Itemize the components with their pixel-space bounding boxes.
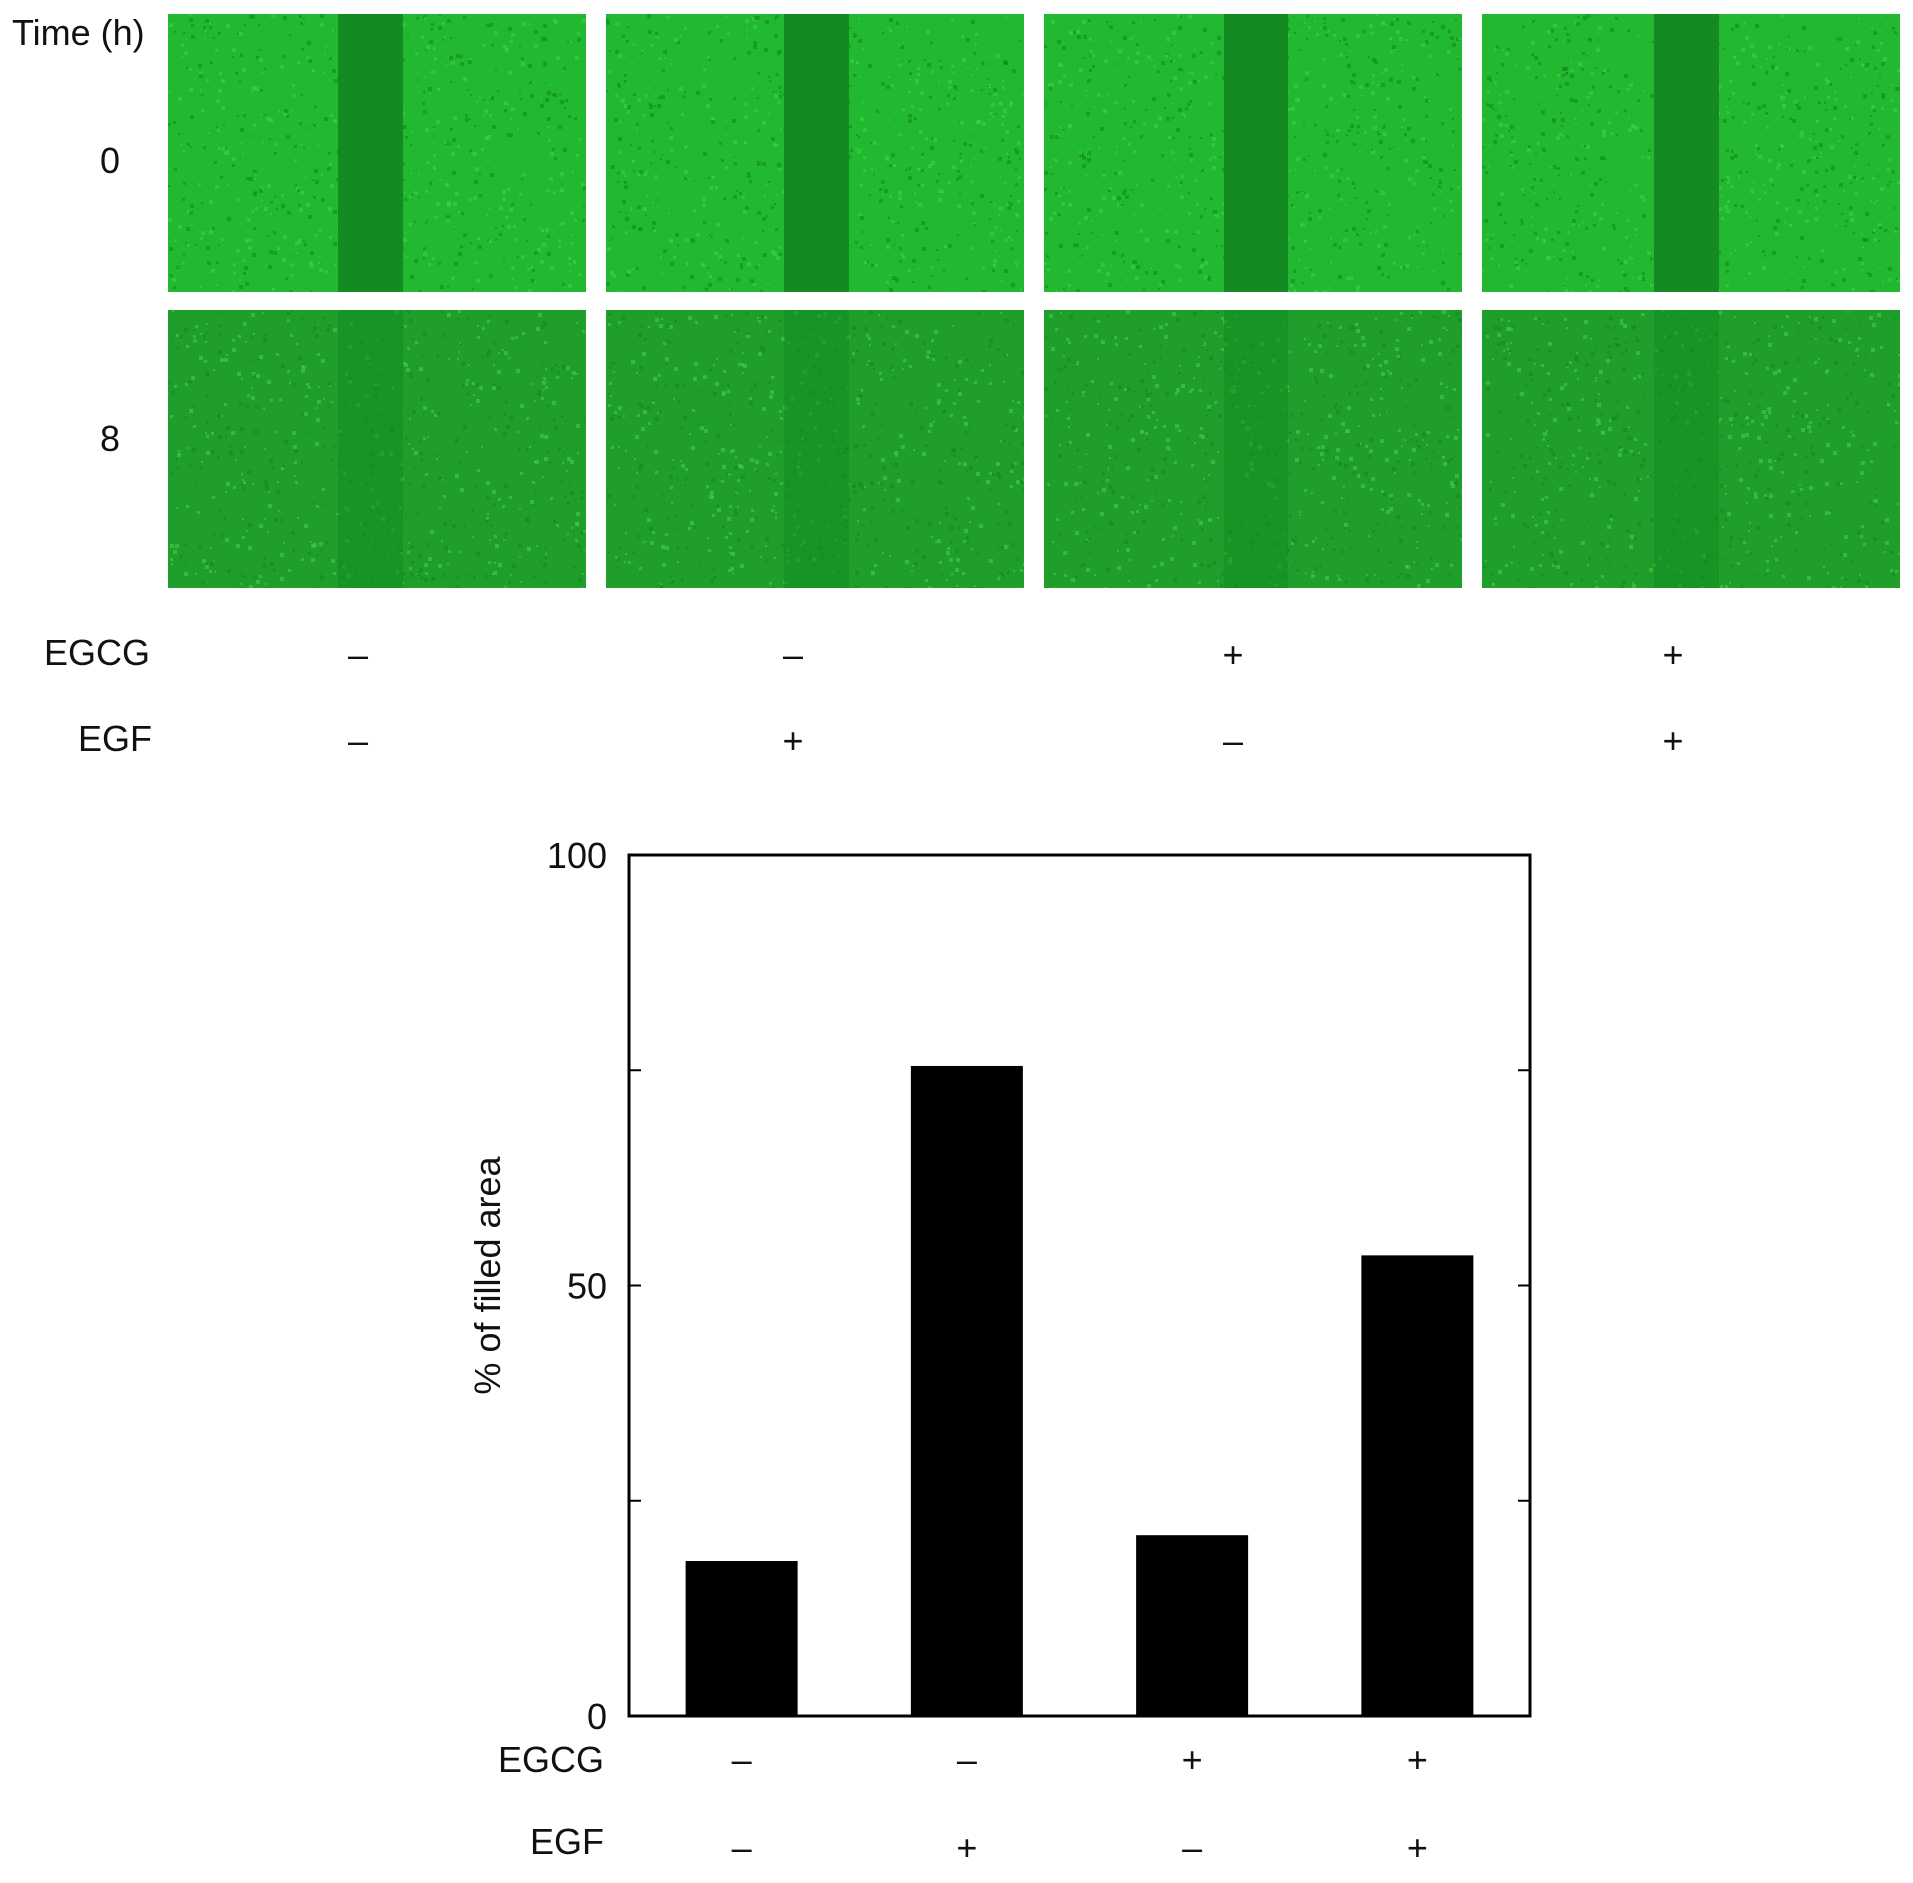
chart-egf-sign-3: – — [1182, 1827, 1202, 1868]
chart-egcg-sign-1: – — [732, 1739, 752, 1780]
chart-condition-label-egcg: EGCG — [498, 1739, 604, 1780]
condition-label-egcg: EGCG — [44, 632, 151, 673]
egf-sign-col-2: + — [782, 720, 804, 761]
chart-egcg-sign-4: + — [1407, 1739, 1428, 1780]
bar-2 — [910, 1065, 1023, 1716]
micrograph-t8-col-3 — [1044, 310, 1462, 588]
micrograph-t0-col-2 — [606, 14, 1024, 292]
egcg-sign-col-1: – — [347, 634, 369, 675]
chart-egcg-sign-3: + — [1182, 1739, 1203, 1780]
row-label-time-0: 0 — [100, 140, 121, 181]
chart-egf-sign-4: + — [1407, 1827, 1428, 1868]
bar-3 — [1136, 1535, 1249, 1716]
y-axis-label: % of filled area — [467, 1155, 508, 1394]
egcg-sign-col-4: + — [1662, 634, 1684, 675]
egf-sign-col-4: + — [1662, 720, 1684, 761]
chart-condition-label-egf: EGF — [530, 1821, 604, 1862]
condition-label-egf: EGF — [78, 718, 153, 759]
micrograph-t0-col-3 — [1044, 14, 1462, 292]
chart-egf-sign-2: + — [956, 1827, 977, 1868]
bar-4 — [1361, 1255, 1474, 1716]
micrograph-t8-col-4 — [1482, 310, 1900, 588]
row-label-time-8: 8 — [100, 418, 121, 459]
micrograph-t0-col-1 — [168, 14, 586, 292]
y-tick-label: 100 — [547, 835, 607, 876]
y-tick-label: 0 — [587, 1696, 607, 1737]
micrograph-t8-col-1 — [168, 310, 586, 588]
egf-sign-col-3: – — [1222, 720, 1244, 761]
micrograph-t8-col-2 — [606, 310, 1024, 588]
chart-egf-sign-1: – — [732, 1827, 752, 1868]
time-axis-label: Time (h) — [12, 12, 145, 53]
egf-sign-col-1: – — [347, 720, 369, 761]
bar-1 — [685, 1561, 798, 1716]
y-tick-label: 50 — [567, 1266, 607, 1307]
egcg-sign-col-3: + — [1222, 634, 1244, 675]
egcg-sign-col-2: – — [782, 634, 804, 675]
micrograph-t0-col-4 — [1482, 14, 1900, 292]
chart-egcg-sign-2: – — [957, 1739, 977, 1780]
